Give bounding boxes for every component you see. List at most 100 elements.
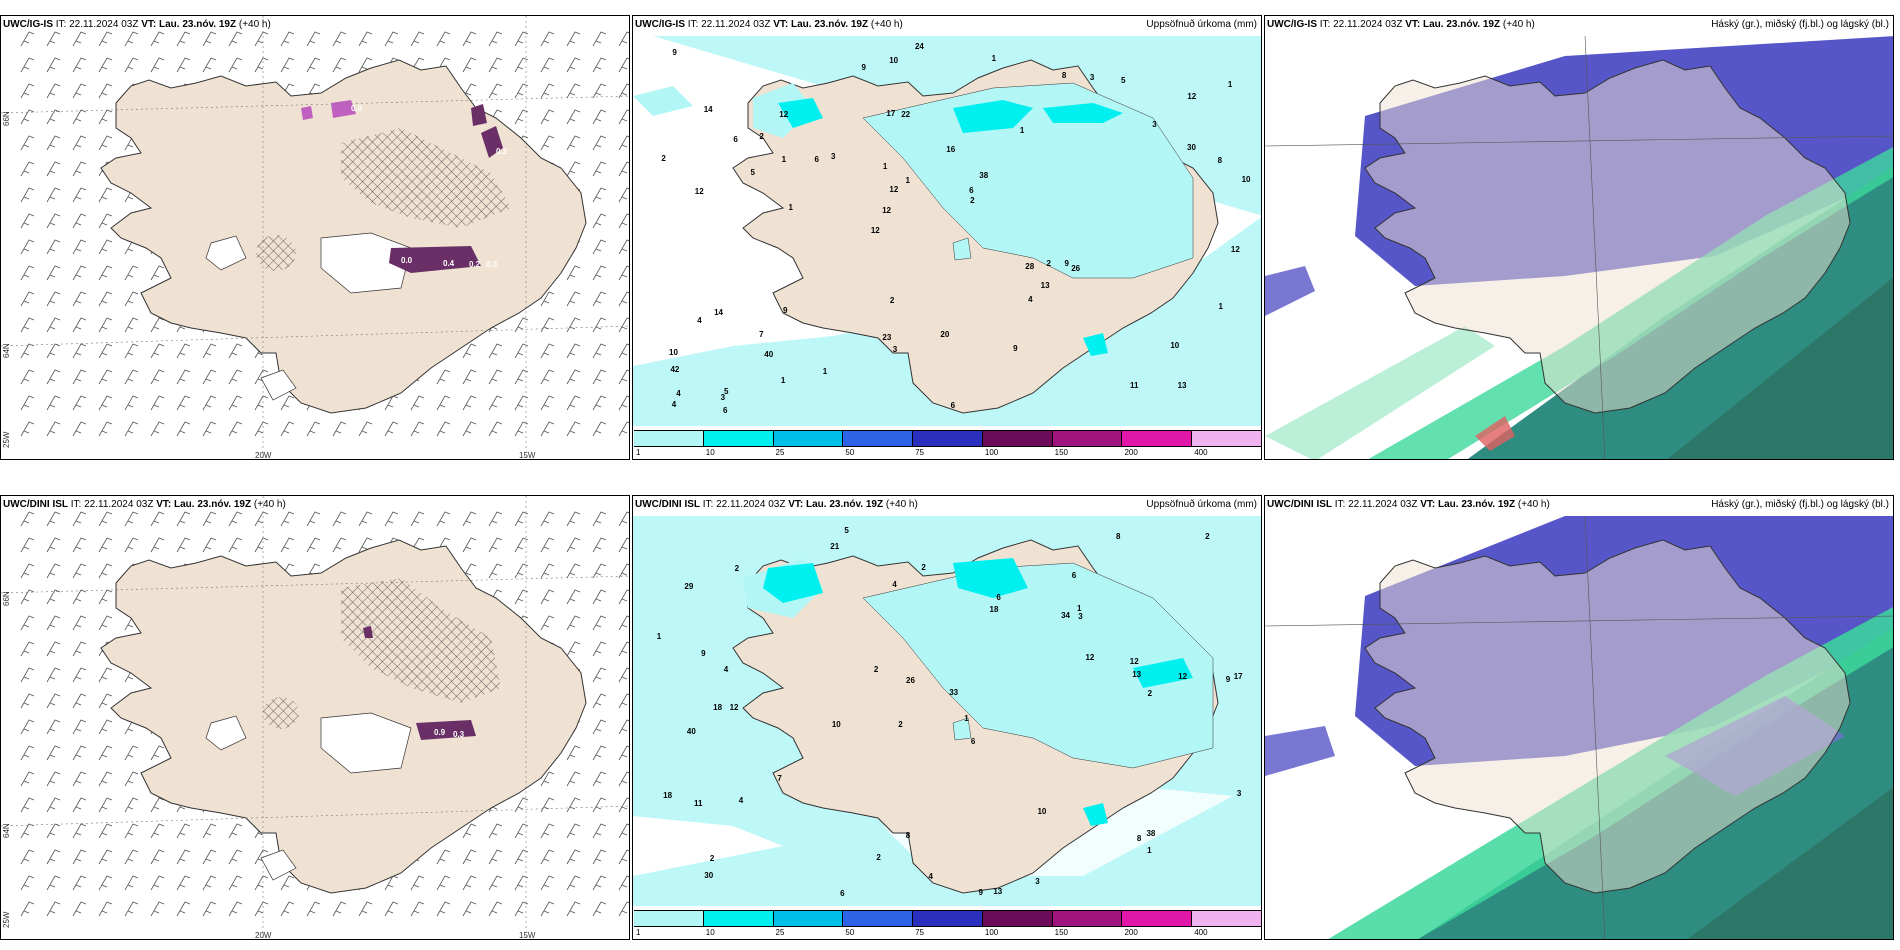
it-label: IT: xyxy=(702,499,714,510)
wind-barb xyxy=(46,667,61,683)
wind-barb xyxy=(228,875,243,891)
precip-value-label: 5 xyxy=(750,168,755,178)
wind-barb xyxy=(592,57,607,73)
wind-barb xyxy=(46,317,61,333)
precip-value-label: 17 xyxy=(886,108,896,118)
wind-barb xyxy=(618,901,629,917)
wind-barb xyxy=(20,719,35,735)
colorbar-tick-label: 25 xyxy=(775,448,785,457)
precip-value-label: 6 xyxy=(950,401,956,411)
wind-barb xyxy=(332,57,347,73)
colorbar-swatch xyxy=(1192,910,1261,927)
wind-barb xyxy=(592,135,607,151)
wind-barb xyxy=(150,823,165,839)
wind-barb xyxy=(202,823,217,839)
wind-barb xyxy=(72,369,87,385)
wind-snow-map xyxy=(1,16,629,459)
wind-barb xyxy=(46,615,61,631)
wind-barb xyxy=(280,901,295,917)
wind-barb xyxy=(20,849,35,865)
wind-barb xyxy=(254,511,269,527)
wind-barb xyxy=(280,537,295,553)
precip-value-label: 2 xyxy=(970,196,975,206)
lat-label: 66N xyxy=(2,591,11,606)
wind-barb xyxy=(592,797,607,813)
precip-value-label: 16 xyxy=(946,144,956,154)
wind-barb xyxy=(566,369,581,385)
wind-barb xyxy=(228,57,243,73)
colorbar-tick-label: 1 xyxy=(636,928,641,937)
snow-value: 0.0 xyxy=(401,256,413,265)
wind-barb xyxy=(124,823,139,839)
vt-label: VT: Lau. 23.nóv. 19Z xyxy=(773,19,869,30)
wind-barb xyxy=(98,31,113,47)
wind-barb xyxy=(592,615,607,631)
wind-barb xyxy=(462,511,477,527)
wind-barb xyxy=(98,849,113,865)
wind-barb xyxy=(72,57,87,73)
wind-barb xyxy=(280,875,295,891)
wind-barb xyxy=(410,511,425,527)
precip-value-label: 29 xyxy=(684,581,694,591)
precip-value-label: 4 xyxy=(738,795,744,805)
wind-barb xyxy=(202,511,217,527)
precip-value-label: 4 xyxy=(697,315,702,325)
wind-barb xyxy=(98,187,113,203)
wind-barb xyxy=(592,745,607,761)
wind-barb xyxy=(592,395,607,411)
wind-barb xyxy=(20,213,35,229)
precip-value-label: 9 xyxy=(861,62,866,72)
wind-barb xyxy=(150,875,165,891)
precip-value-label: 6 xyxy=(969,185,974,195)
precip-value-label: 17 xyxy=(1233,671,1243,681)
precip-value-label: 1 xyxy=(822,366,828,376)
wind-barb xyxy=(462,849,477,865)
wind-barb xyxy=(358,537,373,553)
wind-barb xyxy=(592,901,607,917)
wind-barb xyxy=(618,395,629,411)
wind-barb xyxy=(540,369,555,385)
wind-barb xyxy=(410,421,425,437)
wind-barb xyxy=(566,849,581,865)
wind-barb xyxy=(20,395,35,411)
precip-value-label: 10 xyxy=(831,719,841,729)
wind-barb xyxy=(540,563,555,579)
wind-barb xyxy=(540,343,555,359)
wind-barb xyxy=(592,343,607,359)
lon-label: 20W xyxy=(255,451,272,460)
panel-header: UWC/DINI ISL IT: 22.11.2024 03Z VT: Lau.… xyxy=(3,499,286,510)
cloud-title: Háský (gr.), miðský (fj.bl.) og lágský (… xyxy=(1711,19,1889,30)
lead-time: (+40 h) xyxy=(1502,19,1535,30)
wind-barb xyxy=(124,369,139,385)
wind-barb xyxy=(46,421,61,437)
wind-barb xyxy=(72,187,87,203)
precip-value-label: 2 xyxy=(709,853,715,863)
wind-barb xyxy=(566,641,581,657)
precip-value-label: 14 xyxy=(714,308,724,318)
wind-barb xyxy=(46,563,61,579)
wind-barb xyxy=(46,395,61,411)
precip-value-label: 42 xyxy=(670,365,680,375)
cloud-map xyxy=(1265,496,1893,939)
wind-barb xyxy=(124,317,139,333)
lat-label: 64N xyxy=(2,343,11,358)
precip-value-label: 3 xyxy=(720,392,726,402)
precip-value-label: 8 xyxy=(1136,833,1142,843)
wind-barb xyxy=(72,849,87,865)
precip-value-label: 34 xyxy=(1061,611,1070,621)
wind-barb xyxy=(436,875,451,891)
precip-value-label: 6 xyxy=(996,593,1001,603)
wind-snow-panel-top: UWC/IG-IS IT: 22.11.2024 03Z VT: Lau. 23… xyxy=(0,15,630,460)
wind-barb xyxy=(514,511,529,527)
lat-label: 64N xyxy=(2,823,11,838)
wind-barb xyxy=(150,511,165,527)
precip-value-label: 1 xyxy=(788,203,793,213)
precip-value-label: 22 xyxy=(901,109,911,119)
wind-barb xyxy=(618,109,629,125)
precip-value-label: 12 xyxy=(889,185,899,195)
wind-barb xyxy=(98,343,113,359)
wind-barb xyxy=(514,317,529,333)
precip-value-label: 9 xyxy=(1225,675,1231,685)
wind-barb xyxy=(618,693,629,709)
wind-barb xyxy=(124,31,139,47)
